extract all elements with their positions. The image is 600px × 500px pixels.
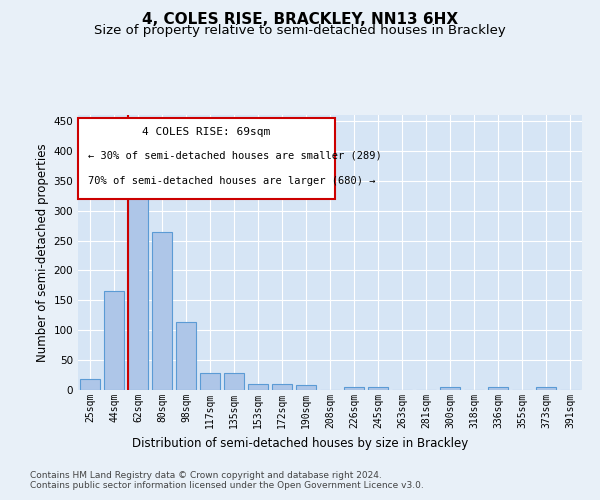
Text: 4, COLES RISE, BRACKLEY, NN13 6HX: 4, COLES RISE, BRACKLEY, NN13 6HX xyxy=(142,12,458,28)
FancyBboxPatch shape xyxy=(78,118,335,199)
Bar xyxy=(176,322,196,390)
Bar xyxy=(224,374,244,390)
Bar xyxy=(104,292,124,390)
Text: ← 30% of semi-detached houses are smaller (289): ← 30% of semi-detached houses are smalle… xyxy=(88,151,382,161)
Bar xyxy=(488,387,508,390)
Text: Size of property relative to semi-detached houses in Brackley: Size of property relative to semi-detach… xyxy=(94,24,506,37)
Bar xyxy=(80,378,100,390)
Bar xyxy=(272,384,292,390)
Bar xyxy=(368,387,388,390)
Text: Contains public sector information licensed under the Open Government Licence v3: Contains public sector information licen… xyxy=(30,481,424,490)
Bar xyxy=(296,385,316,390)
Bar xyxy=(344,387,364,390)
Bar xyxy=(248,384,268,390)
Bar xyxy=(128,175,148,390)
Bar xyxy=(152,232,172,390)
Bar xyxy=(200,374,220,390)
Text: 70% of semi-detached houses are larger (680) →: 70% of semi-detached houses are larger (… xyxy=(88,176,376,186)
Bar xyxy=(536,387,556,390)
Text: Distribution of semi-detached houses by size in Brackley: Distribution of semi-detached houses by … xyxy=(132,438,468,450)
Text: Contains HM Land Registry data © Crown copyright and database right 2024.: Contains HM Land Registry data © Crown c… xyxy=(30,471,382,480)
Text: 4 COLES RISE: 69sqm: 4 COLES RISE: 69sqm xyxy=(142,128,271,138)
Y-axis label: Number of semi-detached properties: Number of semi-detached properties xyxy=(36,143,49,362)
Bar xyxy=(440,387,460,390)
